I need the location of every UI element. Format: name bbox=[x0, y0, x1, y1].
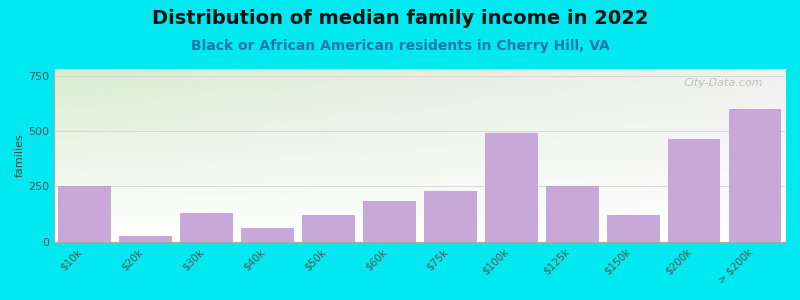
Bar bbox=[58, 186, 110, 242]
Text: Distribution of median family income in 2022: Distribution of median family income in … bbox=[152, 9, 648, 28]
Bar bbox=[302, 215, 354, 242]
Bar bbox=[606, 215, 658, 242]
Text: City-Data.com: City-Data.com bbox=[683, 78, 763, 88]
Y-axis label: families: families bbox=[15, 134, 25, 177]
Bar bbox=[668, 139, 719, 242]
Bar bbox=[180, 213, 232, 242]
Bar bbox=[485, 133, 537, 242]
Bar bbox=[363, 201, 415, 242]
Bar bbox=[729, 109, 781, 242]
Bar bbox=[424, 191, 476, 242]
Bar bbox=[241, 228, 293, 242]
Bar bbox=[119, 236, 171, 242]
Text: Black or African American residents in Cherry Hill, VA: Black or African American residents in C… bbox=[190, 39, 610, 53]
Bar bbox=[546, 186, 598, 242]
